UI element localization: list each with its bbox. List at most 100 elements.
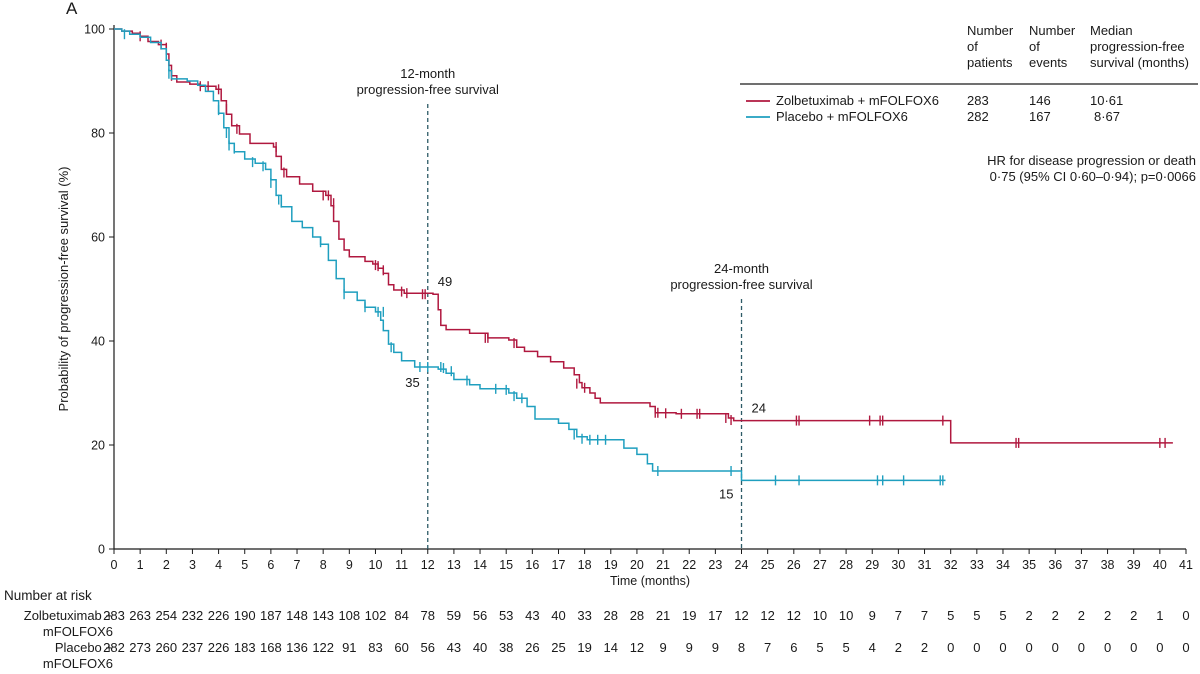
x-tick-label: 24 [735, 558, 749, 572]
risk-value: 5 [947, 608, 954, 623]
x-tick-label: 37 [1074, 558, 1088, 572]
x-tick-label: 34 [996, 558, 1010, 572]
y-tick-label: 40 [91, 335, 105, 349]
x-tick-label: 23 [708, 558, 722, 572]
risk-value: 108 [338, 608, 360, 623]
risk-value: 10 [839, 608, 853, 623]
x-tick-label: 18 [578, 558, 592, 572]
risk-value: 19 [682, 608, 696, 623]
x-tick-label: 4 [215, 558, 222, 572]
risk-value: 1 [1156, 608, 1163, 623]
legend-events: 167 [1029, 109, 1051, 124]
risk-value: 40 [551, 608, 565, 623]
legend-median: 8·67 [1094, 109, 1120, 124]
legend-median: 10·61 [1090, 93, 1123, 108]
x-tick-label: 17 [552, 558, 566, 572]
reference-line-label: progression-free survival [357, 82, 499, 97]
risk-value: 7 [764, 640, 771, 655]
x-tick-label: 36 [1048, 558, 1062, 572]
risk-value: 19 [577, 640, 591, 655]
risk-value: 83 [368, 640, 382, 655]
x-tick-label: 1 [137, 558, 144, 572]
risk-value: 0 [999, 640, 1006, 655]
x-tick-label: 11 [395, 558, 408, 572]
x-tick-label: 32 [944, 558, 958, 572]
point-annotation: 49 [438, 274, 452, 289]
x-tick-label: 27 [813, 558, 827, 572]
x-tick-label: 20 [630, 558, 644, 572]
risk-value: 84 [394, 608, 408, 623]
x-tick-label: 5 [241, 558, 248, 572]
risk-value: 0 [947, 640, 954, 655]
risk-value: 9 [686, 640, 693, 655]
risk-value: 26 [525, 640, 539, 655]
risk-value: 136 [286, 640, 308, 655]
risk-value: 0 [1104, 640, 1111, 655]
y-tick-label: 20 [91, 439, 105, 453]
x-tick-label: 26 [787, 558, 801, 572]
risk-value: 33 [577, 608, 591, 623]
risk-value: 2 [1078, 608, 1085, 623]
risk-value: 237 [182, 640, 204, 655]
x-tick-label: 16 [525, 558, 539, 572]
x-tick-label: 29 [865, 558, 879, 572]
x-tick-label: 0 [111, 558, 118, 572]
risk-value: 12 [734, 608, 748, 623]
legend-column-header: survival (months) [1090, 55, 1189, 70]
risk-value: 0 [1130, 640, 1137, 655]
risk-row-label: mFOLFOX6 [43, 656, 113, 671]
risk-row-label: Placebo + [55, 640, 113, 655]
x-tick-label: 31 [918, 558, 932, 572]
x-tick-label: 39 [1127, 558, 1141, 572]
y-axis-title: Probability of progression-free survival… [56, 167, 71, 412]
reference-line-label: 12-month [400, 66, 455, 81]
risk-value: 56 [473, 608, 487, 623]
risk-value: 12 [760, 608, 774, 623]
risk-value: 254 [155, 608, 177, 623]
risk-value: 5 [999, 608, 1006, 623]
legend-events: 146 [1029, 93, 1051, 108]
legend-label: Placebo + mFOLFOX6 [776, 109, 908, 124]
x-tick-label: 21 [656, 558, 670, 572]
x-tick-label: 12 [421, 558, 435, 572]
risk-value: 40 [473, 640, 487, 655]
risk-value: 6 [790, 640, 797, 655]
x-tick-label: 14 [473, 558, 487, 572]
series-line-placebo [114, 28, 946, 482]
point-annotation: 35 [405, 375, 419, 390]
y-tick-label: 100 [84, 23, 105, 37]
risk-value: 9 [712, 640, 719, 655]
legend-column-header: Number [967, 23, 1014, 38]
x-tick-label: 15 [499, 558, 513, 572]
risk-value: 5 [842, 640, 849, 655]
risk-value: 0 [1026, 640, 1033, 655]
legend-patients: 283 [967, 93, 989, 108]
risk-value: 43 [525, 608, 539, 623]
x-tick-label: 7 [294, 558, 301, 572]
risk-value: 53 [499, 608, 513, 623]
risk-value: 273 [129, 640, 151, 655]
risk-value: 10 [813, 608, 827, 623]
risk-value: 0 [1182, 640, 1189, 655]
reference-line-label: progression-free survival [670, 277, 812, 292]
risk-value: 12 [787, 608, 801, 623]
x-tick-label: 25 [761, 558, 775, 572]
risk-value: 8 [738, 640, 745, 655]
risk-value: 183 [234, 640, 256, 655]
x-tick-label: 40 [1153, 558, 1167, 572]
risk-value: 282 [103, 640, 125, 655]
x-tick-label: 33 [970, 558, 984, 572]
risk-value: 0 [1156, 640, 1163, 655]
risk-row-label: mFOLFOX6 [43, 624, 113, 639]
risk-value: 9 [659, 640, 666, 655]
legend-column-header: progression-free [1090, 39, 1185, 54]
legend-column-header: patients [967, 55, 1013, 70]
risk-value: 263 [129, 608, 151, 623]
point-annotation: 15 [719, 486, 733, 501]
risk-value: 59 [447, 608, 461, 623]
risk-value: 5 [973, 608, 980, 623]
risk-value: 25 [551, 640, 565, 655]
x-tick-label: 19 [604, 558, 618, 572]
risk-value: 2 [921, 640, 928, 655]
risk-table-title: Number at risk [4, 588, 92, 603]
